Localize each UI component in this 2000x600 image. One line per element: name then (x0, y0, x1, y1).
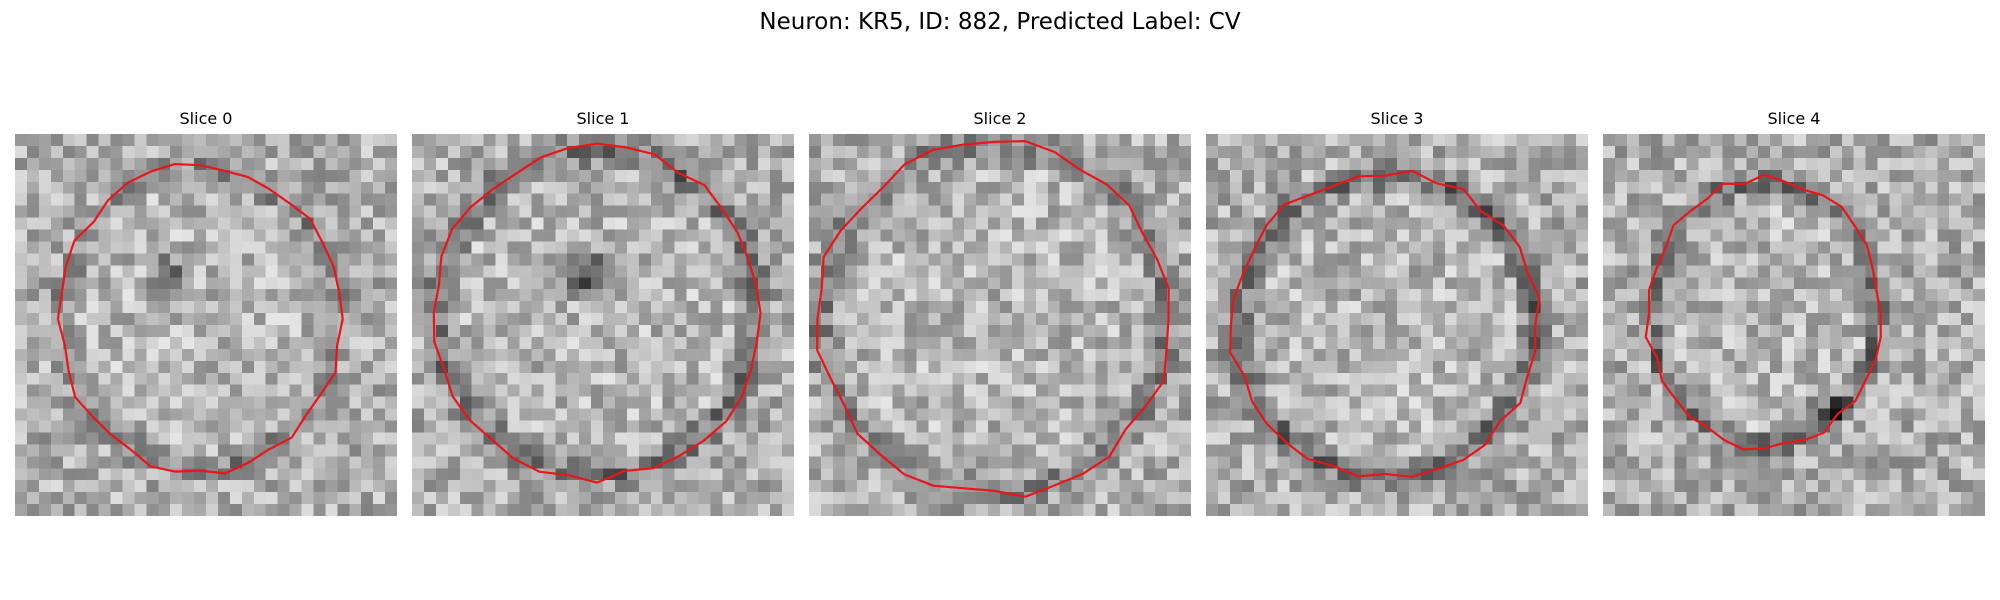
slice-title: Slice 0 (179, 109, 233, 128)
slice-title: Slice 2 (973, 109, 1027, 128)
segmentation-contour (816, 139, 1170, 498)
slice-image (15, 134, 397, 516)
figure-title: Neuron: KR5, ID: 882, Predicted Label: C… (759, 9, 1241, 35)
slice-title: Slice 3 (1370, 109, 1424, 128)
segmentation-contour (1229, 169, 1541, 478)
slice-image (1206, 134, 1588, 516)
segmentation-contour (432, 142, 762, 484)
segmentation-contour (1644, 173, 1882, 451)
slice-title: Slice 1 (576, 109, 630, 128)
segmentation-contour (56, 163, 344, 475)
slice-image (809, 134, 1191, 516)
slice-image (1603, 134, 1985, 516)
slice-title: Slice 4 (1767, 109, 1821, 128)
slice-image (412, 134, 794, 516)
